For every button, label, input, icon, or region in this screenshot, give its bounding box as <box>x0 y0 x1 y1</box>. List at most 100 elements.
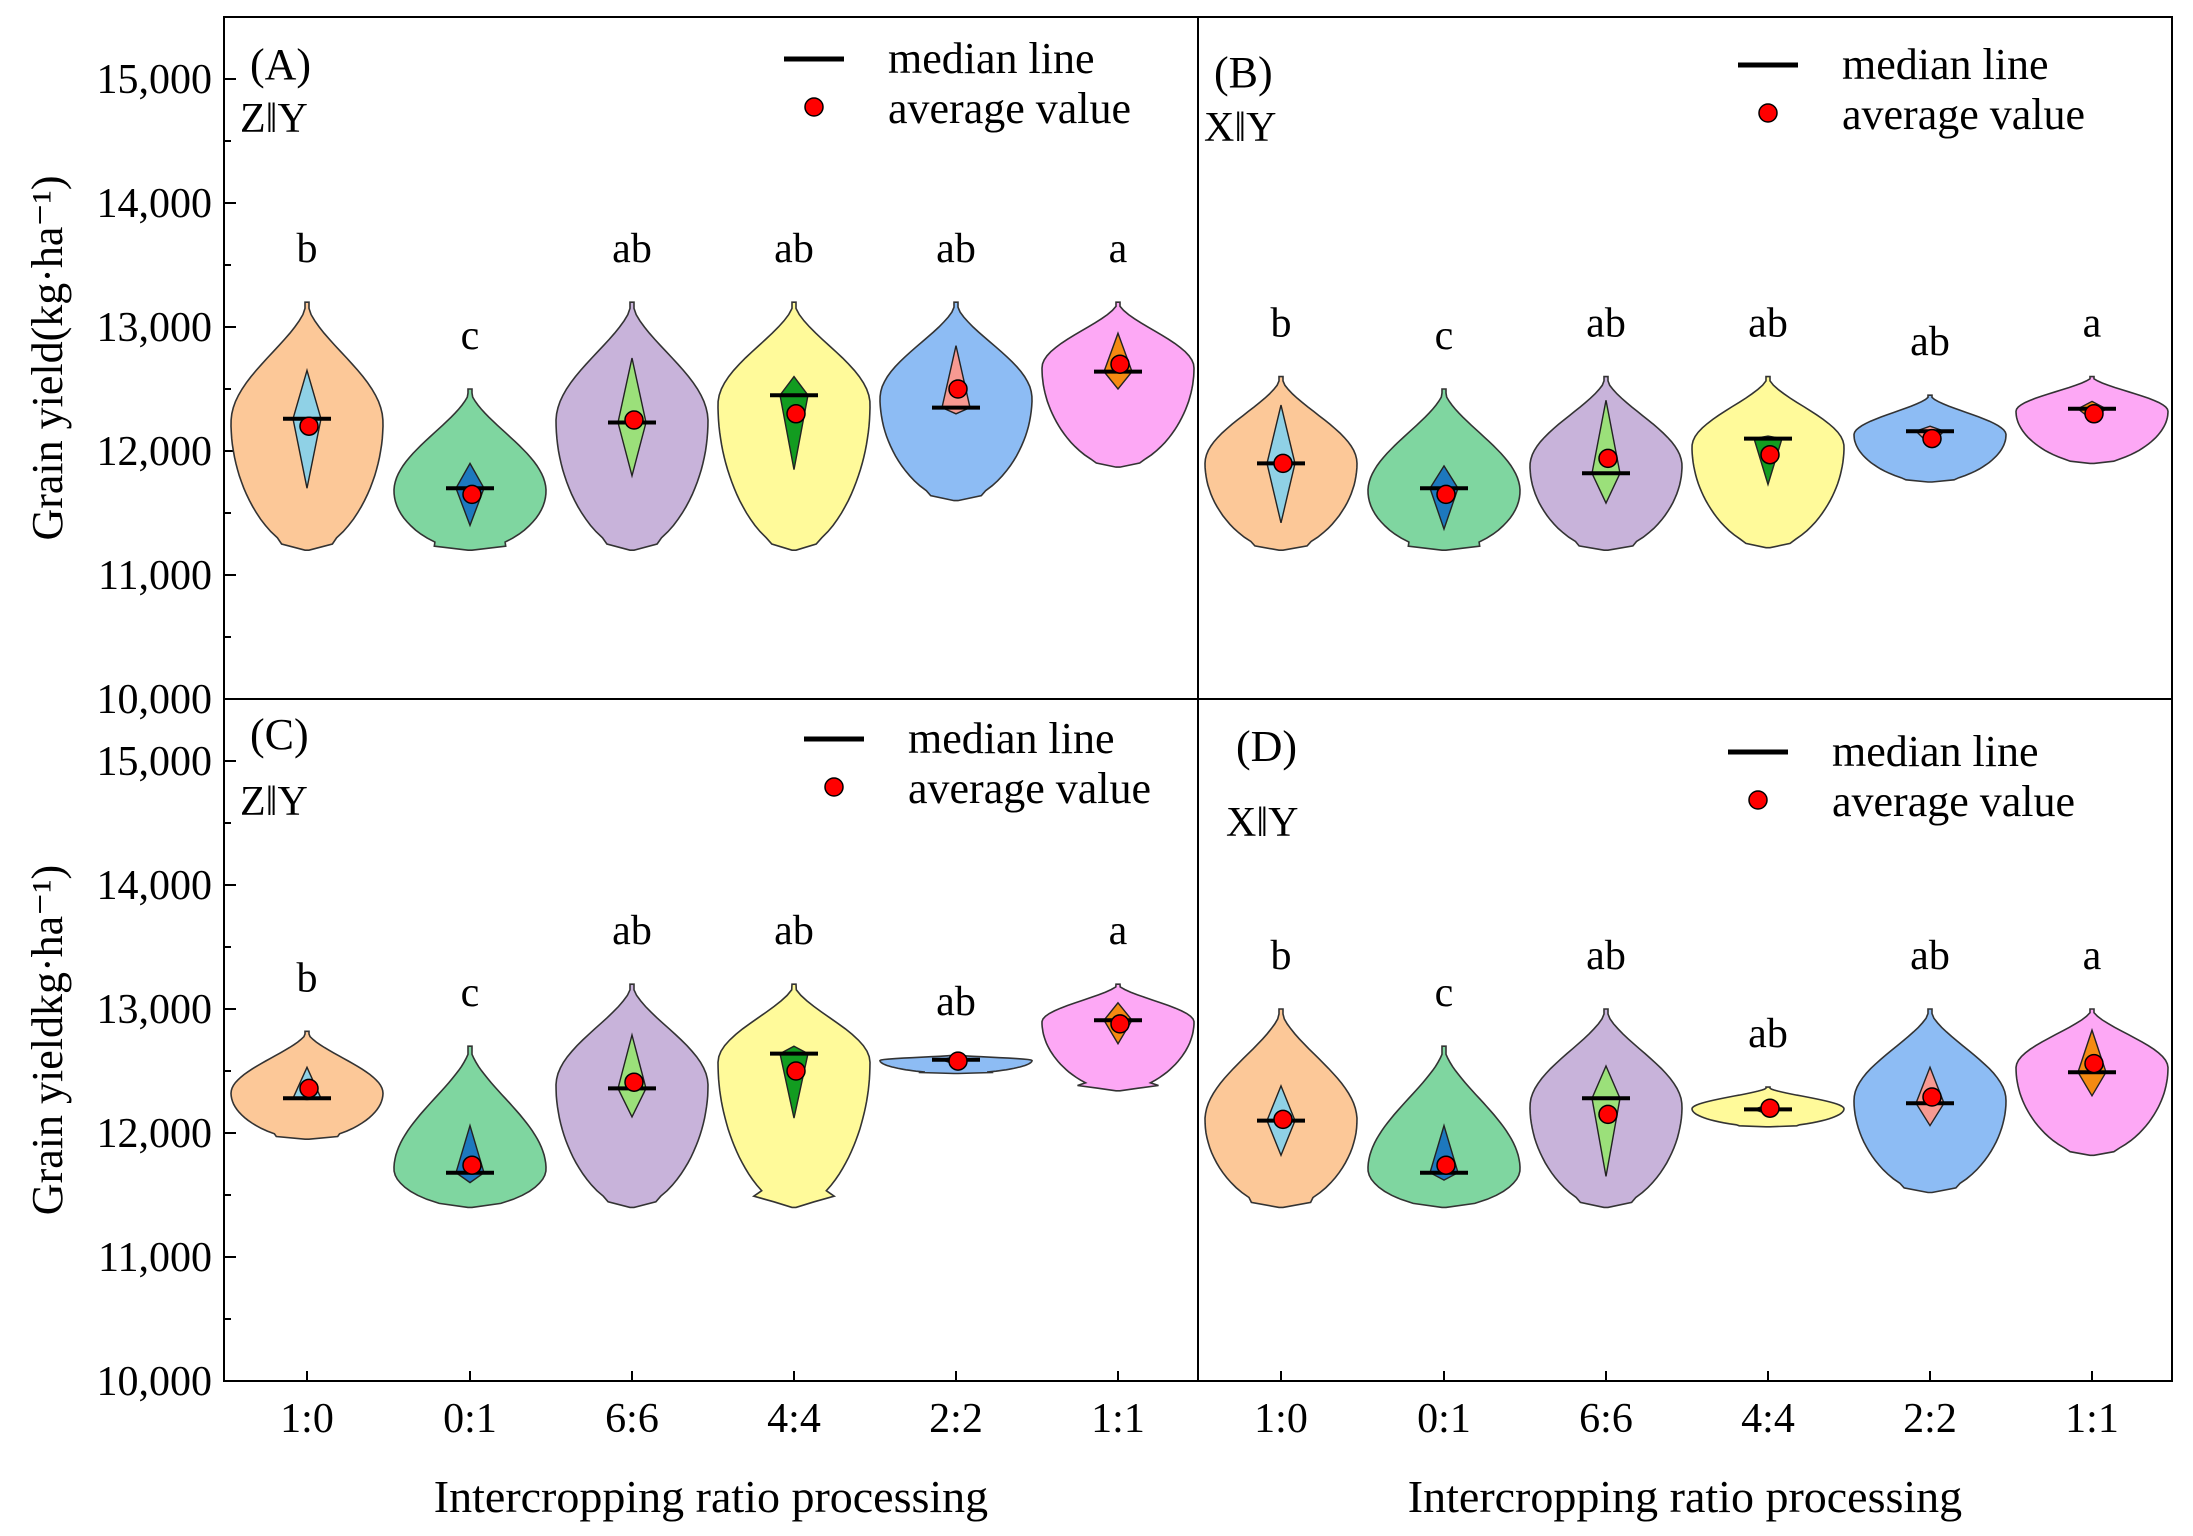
violin-6-6: ab <box>555 226 709 551</box>
y-tick-label: 12,000 <box>97 1111 213 1157</box>
significance-label: c <box>461 313 480 359</box>
violin-1-1: a <box>2015 933 2169 1157</box>
x-tick-label: 0:1 <box>443 1396 497 1442</box>
y-tick-label: 12,000 <box>97 429 213 475</box>
average-dot <box>299 416 319 436</box>
violin-1-1: a <box>2015 301 2169 465</box>
violin-0-1: c <box>1367 313 1521 551</box>
violin-1-0: b <box>230 955 384 1140</box>
average-dot <box>1598 1104 1618 1125</box>
y-tick-label: 11,000 <box>98 553 212 599</box>
panel-label: (A) <box>250 40 311 89</box>
significance-label: c <box>1435 970 1454 1016</box>
legend-median-label: median line <box>1832 727 2039 776</box>
panel-subtitle: X‖Y <box>1226 800 1298 846</box>
violin-0-1: c <box>1367 970 1521 1209</box>
y-axis-bottom: 10,000 11,000 12,000 13,000 14,000 15,000 <box>97 698 236 1405</box>
legend-average-label: average value <box>1842 90 2085 139</box>
x-axis-title-right: Intercropping ratio processing <box>1408 1471 1962 1522</box>
violin-4-4: ab <box>717 908 871 1209</box>
significance-label: b <box>297 955 318 1001</box>
significance-label: ab <box>1910 319 1950 365</box>
average-dot <box>1760 444 1780 465</box>
significance-label: c <box>1435 313 1454 359</box>
violin-4-4: ab <box>1691 1011 1845 1128</box>
average-dot <box>2084 1053 2104 1074</box>
panel-subtitle: Z‖Y <box>240 96 308 142</box>
legend-average-dot-swatch <box>1758 103 1778 123</box>
x-axis-panel-2: 1:0 0:1 6:6 4:4 2:2 1:1 <box>280 1371 1145 1442</box>
average-dot <box>624 410 644 430</box>
legend-median-label: median line <box>1842 40 2049 89</box>
significance-label: b <box>297 226 318 272</box>
average-dot <box>1922 428 1942 449</box>
violin-0-1: c <box>393 313 547 551</box>
legend-average-label: average value <box>908 764 1151 813</box>
average-dot <box>1436 1155 1456 1175</box>
significance-label: a <box>2083 933 2102 979</box>
y-axis-title-bottom: Grain yieldkg·ha⁻¹) <box>23 865 72 1215</box>
average-dot <box>1436 484 1456 505</box>
x-tick-label: 2:2 <box>1903 1396 1957 1442</box>
y-axes: 10,00011,00012,00013,00014,00015,00010,0… <box>97 16 236 1405</box>
significance-label: ab <box>774 908 814 954</box>
significance-label: ab <box>1748 1011 1788 1057</box>
significance-label: c <box>461 970 480 1016</box>
violin-1-0: b <box>1204 301 1358 551</box>
panel-d-frame <box>1197 698 2173 1382</box>
significance-label: ab <box>1586 933 1626 979</box>
significance-label: ab <box>936 226 976 272</box>
violin-2-2: ab <box>879 226 1033 502</box>
violin-0-1: c <box>393 970 547 1209</box>
violin-1-1: a <box>1041 226 1195 468</box>
legend-average-dot-swatch <box>1748 790 1768 810</box>
panel-subtitle: X‖Y <box>1204 105 1276 151</box>
y-axis-title-top: Grain yield(kg·ha⁻¹) <box>23 175 72 540</box>
significance-label: b <box>1271 933 1292 979</box>
significance-label: ab <box>1748 301 1788 347</box>
violin-6-6: ab <box>1529 301 1683 551</box>
average-dot <box>1110 354 1130 374</box>
violin-2-2: ab <box>1853 933 2007 1194</box>
x-tick-label: 0:1 <box>1417 1396 1471 1442</box>
y-tick-label: 10,000 <box>97 677 213 723</box>
panel-label: (D) <box>1236 722 1297 771</box>
violin-2-2: ab <box>879 979 1033 1075</box>
x-tick-label: 6:6 <box>1579 1396 1633 1442</box>
significance-label: ab <box>1586 301 1626 347</box>
average-dot <box>1273 453 1293 474</box>
y-tick-label: 15,000 <box>97 57 213 103</box>
average-dot <box>462 1155 482 1175</box>
average-dot <box>2084 404 2104 424</box>
x-tick-label: 1:0 <box>1254 1396 1308 1442</box>
legend-average-label: average value <box>1832 777 2075 826</box>
y-tick-label: 15,000 <box>97 739 213 785</box>
significance-label: ab <box>774 226 814 272</box>
violin-6-6: ab <box>555 908 709 1209</box>
legend-median-label: median line <box>908 714 1115 763</box>
average-dot <box>786 404 806 424</box>
significance-label: a <box>1109 908 1128 954</box>
panel-label: (C) <box>250 710 309 759</box>
x-tick-label: 1:1 <box>2065 1396 2119 1442</box>
x-axis: 1:0 0:1 6:6 4:4 2:2 1:1 1:0 0:1 6:6 4:4 2:2 1:1 <box>280 1371 2119 1442</box>
significance-label: ab <box>612 226 652 272</box>
legend-median-label: median line <box>888 34 1095 83</box>
violin-6-6: ab <box>1529 933 1683 1209</box>
y-tick-label: 13,000 <box>97 305 213 351</box>
average-dot <box>624 1072 644 1092</box>
average-dot <box>462 484 482 505</box>
x-axis-title-left: Intercropping ratio processing <box>434 1471 988 1522</box>
panel-label: (B) <box>1214 48 1273 97</box>
average-dot <box>1922 1087 1942 1107</box>
violin-1-0: b <box>230 226 384 551</box>
average-dot <box>1760 1098 1780 1118</box>
violin-4-4: ab <box>1691 301 1845 549</box>
panel-subtitle: Z‖Y <box>240 779 308 825</box>
significance-label: ab <box>936 979 976 1025</box>
